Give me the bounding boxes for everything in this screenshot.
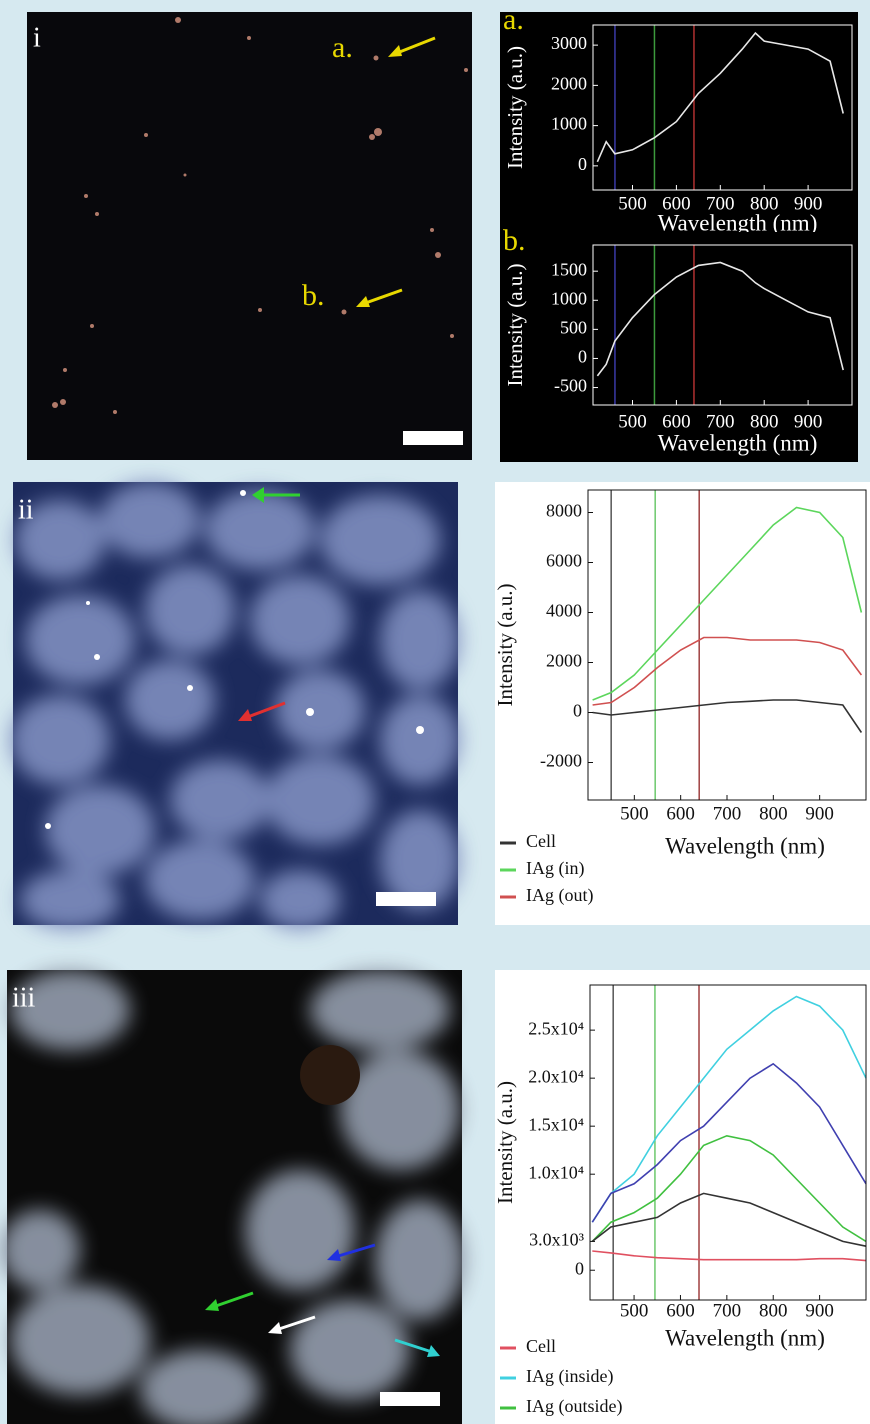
y-tick-label: 2000 xyxy=(551,73,587,93)
annotation: a. xyxy=(332,31,353,64)
annotation: b. xyxy=(302,279,325,312)
x-tick-label: 700 xyxy=(713,1300,742,1321)
x-tick-label: 800 xyxy=(750,411,779,432)
plot-frame xyxy=(592,244,853,406)
y-tick-label: 2000 xyxy=(546,651,582,671)
spectrum-line xyxy=(592,1250,867,1262)
y-tick-label: 3.0x10³ xyxy=(529,1230,585,1250)
y-tick-label: 0 xyxy=(575,1258,584,1278)
x-tick-label: 800 xyxy=(759,803,788,824)
legend-label: Cell xyxy=(526,1336,556,1356)
plot-frame xyxy=(592,24,853,191)
chart-title: b. xyxy=(503,224,526,257)
y-tick-label: 1000 xyxy=(551,288,587,308)
legend-label: IAg (in) xyxy=(526,858,584,879)
spectrum-line xyxy=(596,261,844,377)
y-tick-label: 1.5x10⁴ xyxy=(528,1114,584,1134)
micrograph-i xyxy=(27,12,472,460)
y-axis-label: Intensity (a.u.) xyxy=(503,46,527,169)
y-axis-label: Intensity (a.u.) xyxy=(503,263,527,386)
y-tick-label: 0 xyxy=(578,154,587,174)
legend-label: Cell xyxy=(526,831,556,851)
spectrum-line xyxy=(592,506,863,701)
x-tick-label: 900 xyxy=(794,411,823,432)
legend-label: IAg (out) xyxy=(526,885,593,906)
y-tick-label: 3000 xyxy=(551,33,587,53)
y-axis-label: Intensity (a.u.) xyxy=(493,1081,517,1204)
chart-panel xyxy=(500,12,858,232)
panel-label: ii xyxy=(18,494,34,525)
x-axis-label: Wavelength (nm) xyxy=(658,210,818,235)
y-tick-label: 0 xyxy=(573,701,582,721)
spectrum-line xyxy=(592,699,863,733)
y-tick-label: -2000 xyxy=(540,751,582,771)
chart-panel xyxy=(495,970,870,1424)
spectrum-line xyxy=(592,636,863,706)
spectrum-line xyxy=(596,31,844,163)
micrograph-ii xyxy=(10,482,460,930)
micrograph-iii xyxy=(0,970,465,1424)
x-axis-label: Wavelength (nm) xyxy=(665,833,825,858)
x-axis-label: Wavelength (nm) xyxy=(658,430,818,455)
y-tick-label: 2.5x10⁴ xyxy=(528,1018,584,1038)
spectrum-line xyxy=(591,1192,867,1247)
y-tick-label: 6000 xyxy=(546,551,582,571)
x-tick-label: 700 xyxy=(706,411,735,432)
spectrum-line xyxy=(591,1062,867,1223)
chart-panel xyxy=(495,482,870,925)
y-tick-label: 500 xyxy=(560,317,587,337)
x-tick-label: 900 xyxy=(805,803,834,824)
x-tick-label: 500 xyxy=(620,1300,649,1321)
legend-label: IAg (outside) xyxy=(526,1396,622,1417)
x-tick-label: 600 xyxy=(666,803,695,824)
x-tick-label: 500 xyxy=(618,193,647,214)
y-axis-label: Intensity (a.u.) xyxy=(493,583,517,706)
x-tick-label: 500 xyxy=(618,411,647,432)
spectrum-line xyxy=(591,995,867,1223)
x-axis-label: Wavelength (nm) xyxy=(665,1325,825,1350)
y-tick-label: -500 xyxy=(554,376,587,396)
y-tick-label: 1500 xyxy=(551,259,587,279)
x-tick-label: 700 xyxy=(713,803,742,824)
panel-label: i xyxy=(33,22,41,53)
chart-panel xyxy=(500,232,858,462)
x-tick-label: 600 xyxy=(662,193,691,214)
y-tick-label: 8000 xyxy=(546,501,582,521)
plot-frame xyxy=(589,984,867,1301)
x-tick-label: 500 xyxy=(620,803,649,824)
x-tick-label: 800 xyxy=(750,193,779,214)
legend-label: IAg (inside) xyxy=(526,1366,613,1387)
x-tick-label: 900 xyxy=(794,193,823,214)
chart-title: a. xyxy=(503,3,524,36)
x-tick-label: 800 xyxy=(759,1300,788,1321)
panel-label: iii xyxy=(12,982,36,1013)
x-tick-label: 600 xyxy=(666,1300,695,1321)
x-tick-label: 700 xyxy=(706,193,735,214)
x-tick-label: 900 xyxy=(805,1300,834,1321)
y-tick-label: 4000 xyxy=(546,601,582,621)
y-tick-label: 1.0x10⁴ xyxy=(528,1162,584,1182)
y-tick-label: 2.0x10⁴ xyxy=(528,1066,584,1086)
y-tick-label: 0 xyxy=(578,347,587,367)
x-tick-label: 600 xyxy=(662,411,691,432)
spectrum-line xyxy=(591,1134,867,1243)
y-tick-label: 1000 xyxy=(551,114,587,134)
